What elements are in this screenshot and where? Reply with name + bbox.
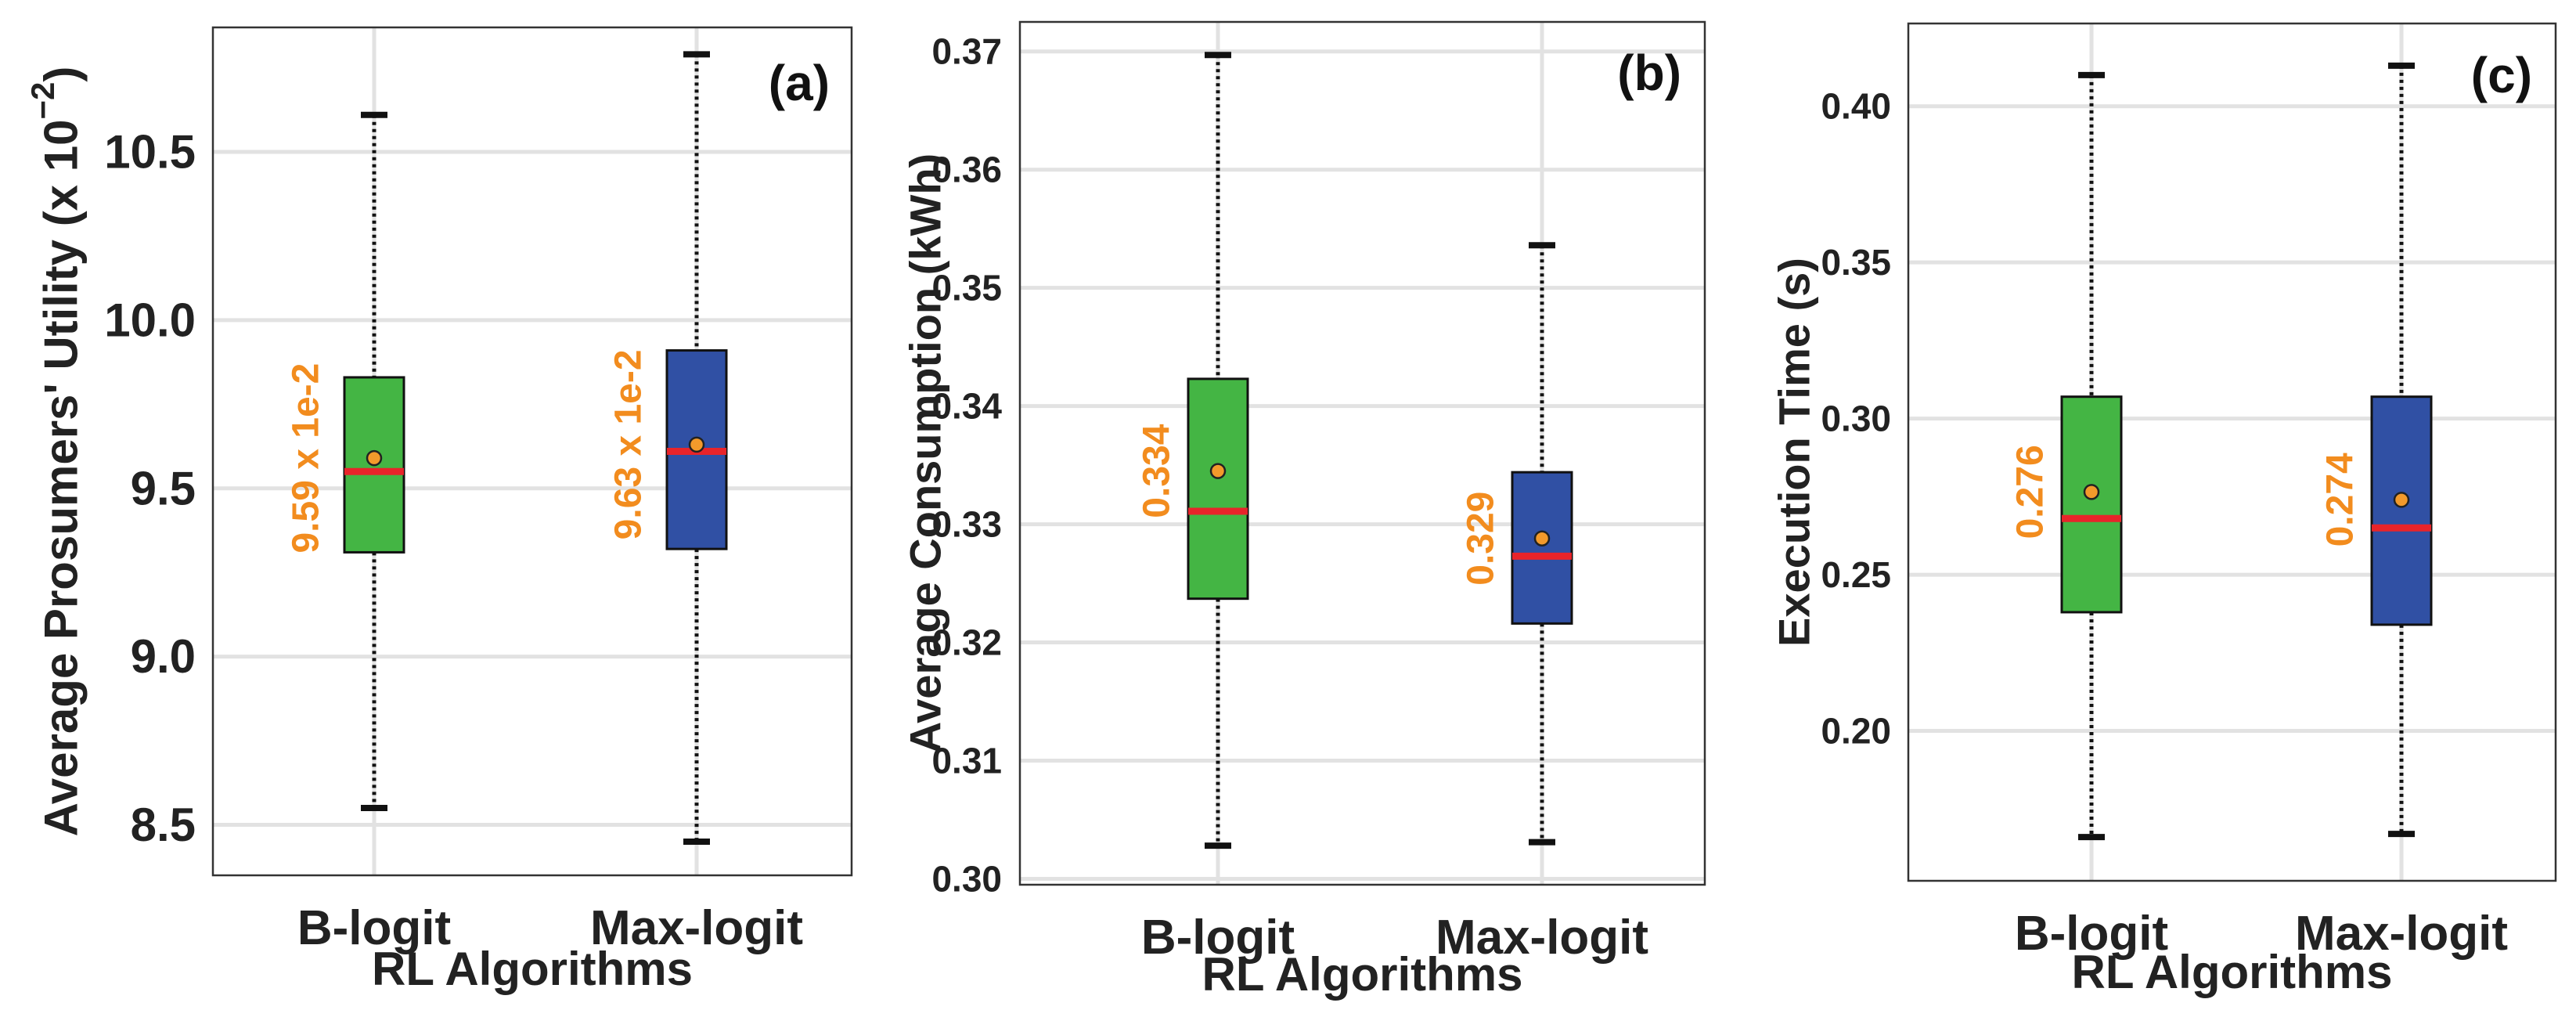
plot-frame <box>1907 22 2557 882</box>
y-tick-label: 10.0 <box>104 294 196 346</box>
y-axis-exponent: −2 <box>24 82 61 120</box>
box-b-logit: 0.334 <box>1137 52 1249 849</box>
box-b-logit: 0.276 <box>2010 71 2123 841</box>
mean-marker <box>366 449 383 467</box>
iqr-box <box>343 376 405 554</box>
y-axis-title-close: ) <box>35 67 88 82</box>
iqr-box <box>1511 471 1573 625</box>
mean-marker <box>2083 484 2100 500</box>
y-tick-label: 9.0 <box>131 630 196 683</box>
mean-marker <box>2393 492 2410 508</box>
mean-value-label: 0.274 <box>2320 453 2362 546</box>
y-tick-label: 0.35 <box>931 268 1002 308</box>
x-axis-title: RL Algorithms <box>372 943 693 995</box>
mean-marker <box>688 436 705 453</box>
panel-label: (c) <box>2471 47 2532 103</box>
y-tick-label: 0.30 <box>1821 399 1891 439</box>
panel-label: (a) <box>769 55 830 111</box>
iqr-box <box>1187 377 1249 601</box>
y-tick-label: 10.5 <box>104 126 196 179</box>
mean-marker <box>1533 530 1551 546</box>
x-tick-label: Max-logit <box>2295 907 2508 961</box>
y-tick-label: 0.32 <box>931 622 1002 663</box>
plot-area <box>213 27 852 875</box>
x-tick-label: B-logit <box>1141 911 1295 965</box>
y-tick-label: 0.40 <box>1821 86 1891 127</box>
iqr-box <box>2370 395 2433 626</box>
x-tick-label: B-logit <box>297 901 451 955</box>
mean-value-label: 0.276 <box>2010 445 2052 539</box>
y-tick-label: 0.36 <box>931 150 1002 190</box>
iqr-box <box>2060 395 2123 614</box>
y-tick-label: 0.31 <box>931 740 1002 781</box>
plot-frame <box>1018 20 1706 886</box>
mean-value-label: 9.63 x 1e-2 <box>608 349 650 539</box>
plot-frame <box>211 26 853 877</box>
panel-label: (b) <box>1617 45 1681 101</box>
x-axis-title: RL Algorithms <box>2071 946 2392 998</box>
x-tick-label: Max-logit <box>590 901 803 955</box>
y-axis-title: Average Consumption (kWh) <box>901 153 950 753</box>
mean-value-label: 0.329 <box>1461 492 1502 586</box>
y-tick-label: 9.5 <box>131 462 196 514</box>
y-tick-label: 0.33 <box>931 504 1002 545</box>
mean-marker <box>1209 463 1227 479</box>
y-tick-label: 8.5 <box>131 799 196 851</box>
chart-panel-2: 0.30 0.31 0.32 0.33 0.34 0.35 0.36 0.37 B-logit M… <box>901 20 1706 1001</box>
y-axis-title: Execution Time (s) <box>1770 258 1819 647</box>
y-tick-label: 0.30 <box>931 858 1002 899</box>
box-max-logit: 0.274 <box>2320 62 2433 838</box>
box-max-logit: 0.329 <box>1461 242 1573 846</box>
mean-value-label: 0.334 <box>1137 424 1178 518</box>
y-tick-label: 0.25 <box>1821 554 1891 595</box>
plot-area <box>1908 23 2556 881</box>
x-axis-title: RL Algorithms <box>1202 948 1522 1001</box>
x-tick-label: B-logit <box>2015 907 2168 961</box>
box-b-logit: 9.59 x 1e-2 <box>286 111 405 812</box>
y-axis-title: Average Prosumers' Utility (x 10−2) <box>24 67 88 837</box>
mean-value-label: 9.59 x 1e-2 <box>286 363 327 554</box>
plot-area <box>1020 22 1705 885</box>
y-tick-label: 0.34 <box>931 386 1002 427</box>
y-tick-label: 0.35 <box>1821 242 1891 283</box>
x-tick-label: Max-logit <box>1436 911 1648 965</box>
y-tick-label: 0.20 <box>1821 711 1891 752</box>
box-max-logit: 9.63 x 1e-2 <box>608 51 728 846</box>
y-tick-label: 0.37 <box>931 31 1002 72</box>
